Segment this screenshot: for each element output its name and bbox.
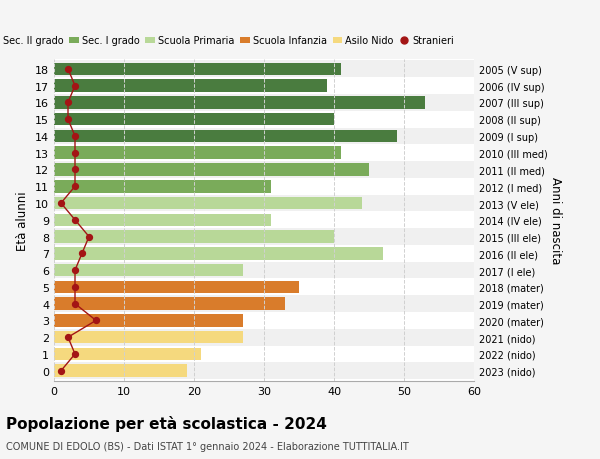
Text: Popolazione per età scolastica - 2024: Popolazione per età scolastica - 2024 bbox=[6, 415, 327, 431]
Bar bbox=[54, 195, 474, 212]
Bar bbox=[54, 264, 243, 277]
Bar bbox=[54, 281, 299, 294]
Bar bbox=[54, 197, 362, 210]
Bar bbox=[54, 145, 474, 162]
Point bbox=[63, 100, 73, 107]
Point bbox=[70, 167, 80, 174]
Point bbox=[77, 250, 87, 257]
Text: COMUNE DI EDOLO (BS) - Dati ISTAT 1° gennaio 2024 - Elaborazione TUTTITALIA.IT: COMUNE DI EDOLO (BS) - Dati ISTAT 1° gen… bbox=[6, 441, 409, 451]
Bar bbox=[54, 63, 341, 76]
Bar bbox=[54, 95, 474, 112]
Bar bbox=[54, 364, 187, 377]
Point bbox=[70, 267, 80, 274]
Bar bbox=[54, 62, 474, 78]
Bar bbox=[54, 279, 474, 296]
Bar bbox=[54, 348, 201, 360]
Bar bbox=[54, 162, 474, 179]
Y-axis label: Anni di nascita: Anni di nascita bbox=[548, 177, 562, 264]
Bar bbox=[54, 247, 383, 260]
Bar bbox=[54, 147, 341, 160]
Point bbox=[70, 83, 80, 90]
Point bbox=[56, 200, 66, 207]
Point bbox=[70, 300, 80, 308]
Bar bbox=[54, 363, 474, 379]
Point bbox=[84, 233, 94, 241]
Bar bbox=[54, 314, 243, 327]
Bar bbox=[54, 246, 474, 262]
Bar bbox=[54, 164, 369, 176]
Point bbox=[63, 334, 73, 341]
Bar bbox=[54, 214, 271, 227]
Bar bbox=[54, 229, 474, 246]
Bar bbox=[54, 128, 474, 145]
Point bbox=[63, 116, 73, 123]
Bar bbox=[54, 313, 474, 329]
Bar bbox=[54, 114, 334, 126]
Bar bbox=[54, 296, 474, 313]
Legend: Sec. II grado, Sec. I grado, Scuola Primaria, Scuola Infanzia, Asilo Nido, Stran: Sec. II grado, Sec. I grado, Scuola Prim… bbox=[0, 33, 458, 50]
Point bbox=[70, 150, 80, 157]
Bar bbox=[54, 346, 474, 363]
Point bbox=[70, 284, 80, 291]
Point bbox=[91, 317, 101, 325]
Point bbox=[70, 217, 80, 224]
Point bbox=[70, 183, 80, 190]
Bar bbox=[54, 78, 474, 95]
Bar bbox=[54, 180, 271, 193]
Bar bbox=[54, 130, 397, 143]
Bar bbox=[54, 329, 474, 346]
Bar bbox=[54, 97, 425, 109]
Bar bbox=[54, 112, 474, 128]
Bar bbox=[54, 80, 327, 93]
Bar bbox=[54, 231, 334, 243]
Y-axis label: Età alunni: Età alunni bbox=[16, 190, 29, 250]
Bar bbox=[54, 262, 474, 279]
Point bbox=[63, 66, 73, 73]
Bar bbox=[54, 298, 285, 310]
Bar bbox=[54, 212, 474, 229]
Point bbox=[70, 351, 80, 358]
Bar bbox=[54, 331, 243, 344]
Point bbox=[56, 367, 66, 375]
Bar bbox=[54, 179, 474, 195]
Point bbox=[70, 133, 80, 140]
